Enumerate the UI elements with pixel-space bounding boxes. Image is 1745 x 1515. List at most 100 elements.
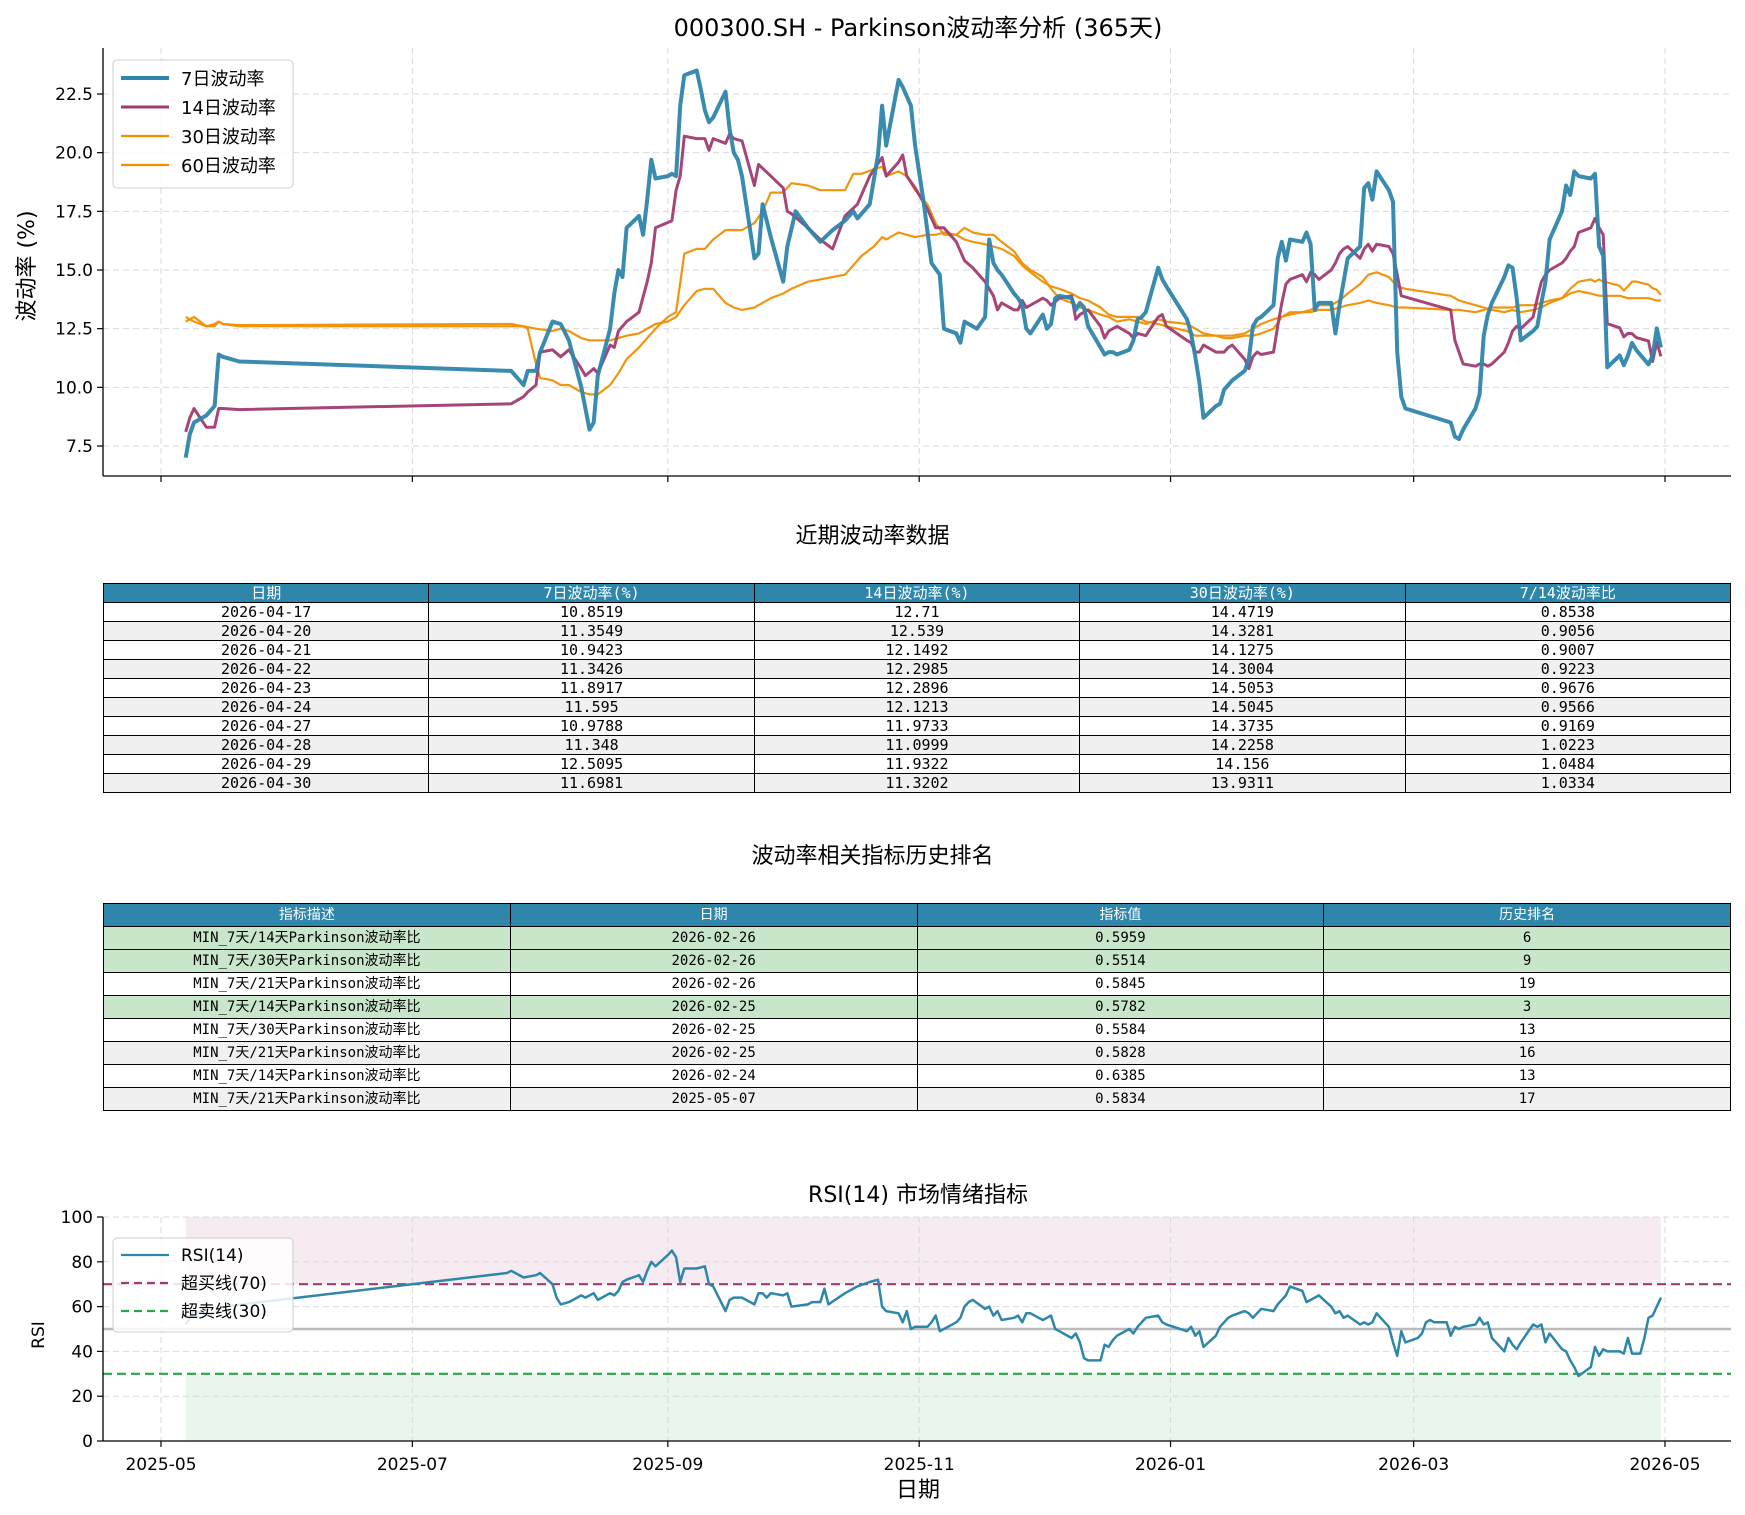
table-header-row: 指标描述 日期 指标值 历史排名 <box>103 903 1731 927</box>
table-row: MIN_7天/14天Parkinson波动率比 2026-02-26 0.5959 6 <box>103 926 1731 950</box>
table-cell: 11.595 <box>428 697 755 717</box>
recent-volatility-table-title: 近期波动率数据 <box>795 524 950 549</box>
table-cell: 0.5845 <box>916 972 1325 996</box>
table-cell: MIN_7天/21天Parkinson波动率比 <box>103 1041 511 1065</box>
table-cell: 0.6385 <box>916 1064 1325 1088</box>
table-cell: 2026-04-20 <box>102 621 430 641</box>
table-cell: 0.8538 <box>1404 602 1732 622</box>
table-cell: 14.5045 <box>1079 697 1406 717</box>
table-cell: 1.0334 <box>1404 773 1732 793</box>
table-cell: 2026-04-24 <box>102 697 430 717</box>
y-tick-label: 22.5 <box>55 85 93 105</box>
table-cell: 14.156 <box>1079 754 1406 774</box>
table-header-cell: 历史排名 <box>1323 903 1731 927</box>
table-cell: 2026-04-28 <box>102 735 430 755</box>
y-tick-label: 20.0 <box>55 144 93 164</box>
table-header-cell: 指标值 <box>916 903 1325 927</box>
table-cell: 2026-02-26 <box>509 972 918 996</box>
table-cell: 12.5095 <box>428 754 755 774</box>
table-row: MIN_7天/21天Parkinson波动率比 2025-05-07 0.5834 1… <box>103 1087 1731 1111</box>
x-tick-label: 2025-09 <box>632 1455 703 1475</box>
ranking-table-title: 波动率相关指标历史排名 <box>751 844 994 869</box>
table-cell: 16 <box>1323 1041 1731 1065</box>
table-cell: MIN_7天/30天Parkinson波动率比 <box>103 1018 511 1042</box>
table-row: MIN_7天/21天Parkinson波动率比 2026-02-26 0.5845 1… <box>103 972 1731 996</box>
rsi-line <box>184 1249 1663 1378</box>
table-cell: 14.2258 <box>1079 735 1406 755</box>
table-cell: 11.3202 <box>753 773 1081 793</box>
rsi-y-axis-label: RSI <box>29 1321 49 1349</box>
table-row: 2026-04-17 10.8519 12.71 14.4719 0.8538 <box>102 602 1732 622</box>
y-tick-label: 80 <box>71 1253 93 1273</box>
table-cell: 11.3426 <box>428 659 755 679</box>
table-cell: 10.9788 <box>428 716 755 736</box>
legend-label: 超买线(70) <box>181 1274 267 1294</box>
table-cell: 2026-02-25 <box>509 995 918 1019</box>
table-cell: 0.9676 <box>1404 678 1732 698</box>
table-cell: MIN_7天/14天Parkinson波动率比 <box>103 926 511 950</box>
table-cell: 2026-02-26 <box>509 926 918 950</box>
table-cell: 10.8519 <box>428 602 755 622</box>
table-cell: 0.5782 <box>916 995 1325 1019</box>
table-row: 2026-04-30 11.6981 11.3202 13.9311 1.0334 <box>102 773 1732 793</box>
table-cell: 14.3004 <box>1079 659 1406 679</box>
table-cell: 0.5514 <box>916 949 1325 973</box>
table-cell: 2026-04-23 <box>102 678 430 698</box>
table-cell: 0.5828 <box>916 1041 1325 1065</box>
series-line-4 <box>185 226 1661 342</box>
series-line-2 <box>184 132 1663 433</box>
table-cell: 11.3549 <box>428 621 755 641</box>
rsi-axes: 2025-05 2025-07 2025-09 2025-11 2026-01 2026-… <box>61 1208 1731 1475</box>
rsi-chart-title: RSI(14) 市场情绪指标 <box>808 1183 1028 1208</box>
table-cell: 0.5584 <box>916 1018 1325 1042</box>
recent-volatility-table: 日期 7日波动率(%) 14日波动率(%) 30日波动率(%) 7/14波动率比 202… <box>102 583 1732 793</box>
table-cell: 14.3735 <box>1079 716 1406 736</box>
table-cell: 2026-04-22 <box>102 659 430 679</box>
table-cell: 14.1275 <box>1079 640 1406 660</box>
legend-label: 14日波动率 <box>181 98 276 119</box>
table-cell: 2026-04-30 <box>102 773 430 793</box>
table-cell: MIN_7天/14天Parkinson波动率比 <box>103 1064 511 1088</box>
table-row: 2026-04-24 11.595 12.1213 14.5045 0.9566 <box>102 697 1732 717</box>
y-tick-label: 0 <box>82 1432 93 1452</box>
table-row: MIN_7天/21天Parkinson波动率比 2026-02-25 0.5828 1… <box>103 1041 1731 1065</box>
table-row: MIN_7天/30天Parkinson波动率比 2026-02-25 0.5584 1… <box>103 1018 1731 1042</box>
table-cell: 12.1492 <box>753 640 1081 660</box>
table-row: MIN_7天/14天Parkinson波动率比 2026-02-24 0.6385 1… <box>103 1064 1731 1088</box>
table-cell: 2026-02-24 <box>509 1064 918 1088</box>
y-tick-label: 15.0 <box>55 261 93 281</box>
table-cell: 12.71 <box>753 602 1081 622</box>
x-tick-label: 2026-01 <box>1135 1455 1206 1475</box>
table-cell: 11.9322 <box>753 754 1081 774</box>
y-tick-label: 20 <box>71 1387 93 1407</box>
volatility-grid <box>103 48 1731 476</box>
table-row: 2026-04-28 11.348 11.0999 14.2258 1.0223 <box>102 735 1732 755</box>
table-cell: 17 <box>1323 1087 1731 1111</box>
x-tick-label: 2025-05 <box>125 1455 196 1475</box>
table-cell: 13.9311 <box>1079 773 1406 793</box>
table-row: MIN_7天/30天Parkinson波动率比 2026-02-26 0.5514 9 <box>103 949 1731 973</box>
table-cell: 14.5053 <box>1079 678 1406 698</box>
table-header-cell: 指标描述 <box>103 903 511 927</box>
rsi-line-chart: RSI(14) 市场情绪指标 RSI 日期 2025-05 2025-07 2025… <box>29 1183 1731 1503</box>
x-tick-label: 2026-05 <box>1629 1455 1700 1475</box>
table-cell: 2026-04-27 <box>102 716 430 736</box>
legend-label: 超卖线(30) <box>181 1302 267 1322</box>
table-cell: 2026-04-29 <box>102 754 430 774</box>
oversold-zone <box>185 1373 1661 1441</box>
overbought-zone <box>185 1217 1661 1285</box>
table-header-cell: 日期 <box>102 583 430 603</box>
rsi-legend: RSI(14) 超买线(70) 超卖线(30) <box>112 1237 294 1333</box>
rsi-zone-bands <box>185 1217 1661 1441</box>
table-cell: 2026-04-17 <box>102 602 430 622</box>
series-line-3 <box>185 165 1662 396</box>
volatility-series <box>183 68 1663 459</box>
table-row: 2026-04-27 10.9788 11.9733 14.3735 0.9169 <box>102 716 1732 736</box>
table-cell: 0.5834 <box>916 1087 1325 1111</box>
legend-label: 60日波动率 <box>181 156 276 177</box>
table-cell: 9 <box>1323 949 1731 973</box>
volatility-chart-title: 000300.SH - Parkinson波动率分析 (365天) <box>674 14 1163 42</box>
table-cell: 10.9423 <box>428 640 755 660</box>
legend-box <box>112 1237 294 1333</box>
table-cell: 11.9733 <box>753 716 1081 736</box>
